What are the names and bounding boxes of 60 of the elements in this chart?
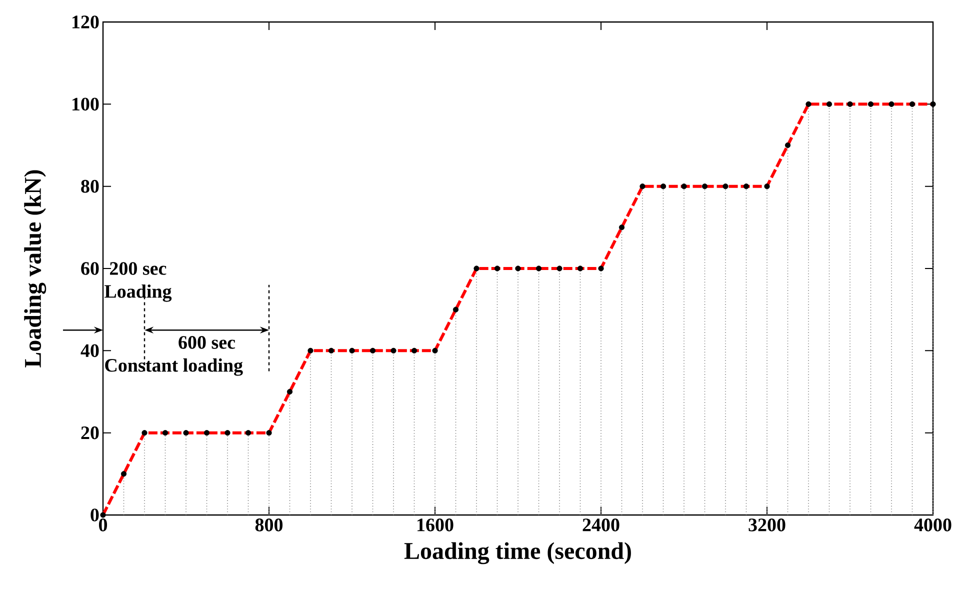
point bbox=[308, 348, 314, 354]
point bbox=[640, 184, 646, 190]
point bbox=[183, 430, 189, 436]
point bbox=[764, 184, 770, 190]
y-tick-label: 20 bbox=[81, 426, 99, 440]
point bbox=[515, 266, 521, 272]
point bbox=[826, 101, 832, 107]
x-tick-label: 2400 bbox=[582, 518, 620, 532]
y-tick-label: 100 bbox=[72, 98, 99, 111]
annotation: Constant loading bbox=[105, 358, 243, 376]
point bbox=[577, 266, 584, 272]
point bbox=[618, 224, 625, 230]
point bbox=[411, 348, 418, 354]
annotation: 200 sec bbox=[110, 262, 166, 275]
y-tick-label: 0 bbox=[90, 508, 99, 522]
point bbox=[743, 184, 750, 190]
point bbox=[930, 101, 936, 107]
point bbox=[722, 184, 728, 190]
x-tick-label: 3200 bbox=[748, 518, 786, 532]
point bbox=[598, 266, 604, 272]
y-axis-title: Loading value (kN) bbox=[24, 170, 46, 368]
point bbox=[390, 348, 396, 354]
point bbox=[349, 348, 355, 354]
point bbox=[162, 430, 168, 436]
x-axis-title: Loading time (second) bbox=[404, 542, 631, 564]
point bbox=[847, 101, 853, 107]
y-tick-label: 40 bbox=[80, 344, 99, 358]
point bbox=[328, 348, 334, 354]
point bbox=[245, 430, 252, 436]
point bbox=[909, 101, 916, 107]
point bbox=[806, 101, 812, 107]
point bbox=[370, 348, 376, 354]
point bbox=[474, 266, 480, 272]
y-tick-label: 60 bbox=[81, 262, 99, 275]
point bbox=[100, 512, 106, 518]
point bbox=[266, 430, 272, 436]
y-tick-label: 80 bbox=[81, 180, 99, 193]
point bbox=[204, 430, 210, 436]
x-tick-label: 800 bbox=[255, 518, 283, 532]
point bbox=[142, 430, 148, 436]
point bbox=[702, 184, 708, 190]
point bbox=[494, 266, 500, 272]
point bbox=[660, 184, 666, 190]
point bbox=[452, 306, 459, 312]
y-tick-label: 120 bbox=[72, 16, 99, 28]
point bbox=[536, 266, 542, 272]
point bbox=[224, 430, 230, 436]
point bbox=[868, 101, 874, 107]
x-tick-label: 4000 bbox=[914, 518, 952, 532]
point bbox=[556, 266, 562, 272]
point bbox=[681, 184, 687, 190]
annotation: Loading bbox=[104, 284, 172, 302]
annotation: 600 sec bbox=[178, 336, 236, 349]
point bbox=[432, 348, 438, 354]
point bbox=[888, 101, 894, 107]
point bbox=[120, 471, 127, 477]
x-tick-label: 1600 bbox=[418, 518, 454, 532]
point bbox=[286, 388, 293, 395]
point bbox=[784, 142, 791, 148]
x-tick-label: 0 bbox=[98, 518, 108, 532]
